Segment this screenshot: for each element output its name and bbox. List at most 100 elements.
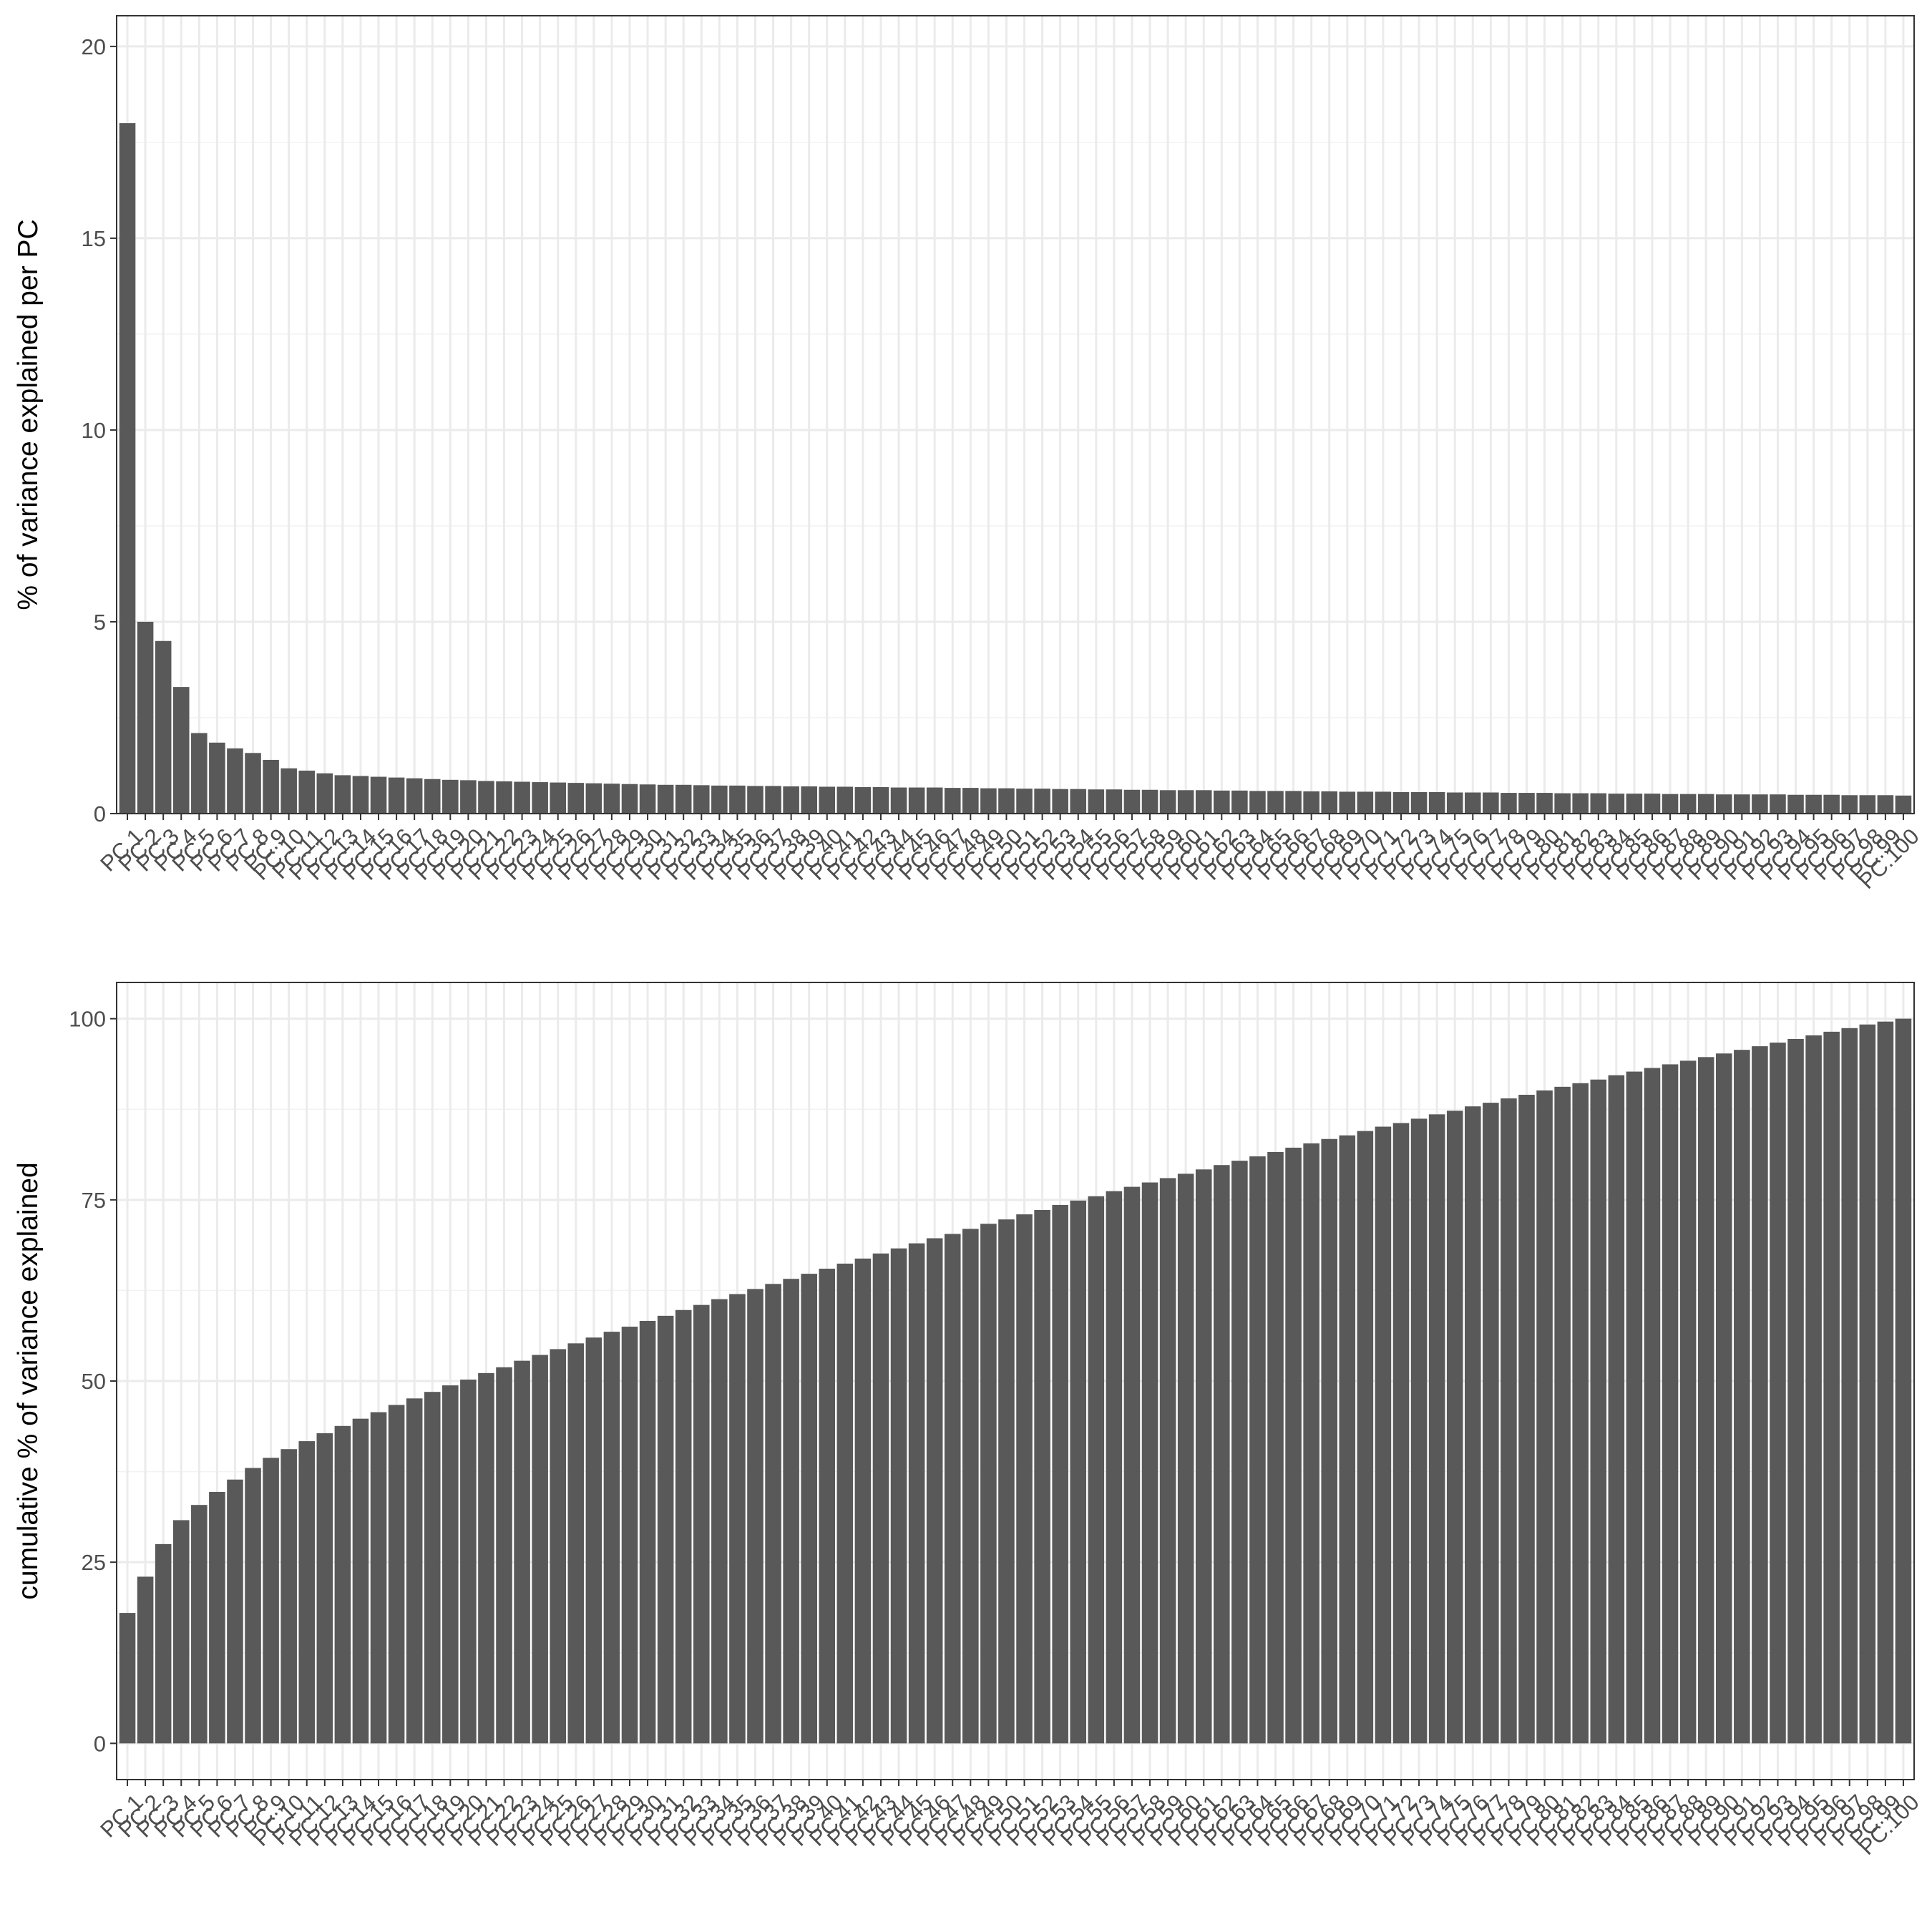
- bar-PC.46: [926, 1238, 943, 1744]
- bar-PC.35: [729, 785, 746, 814]
- bar-PC.91: [1734, 794, 1750, 814]
- bar-PC.96: [1823, 1031, 1840, 1744]
- bar-PC.9: [263, 759, 279, 814]
- bar-PC.58: [1141, 789, 1158, 814]
- bar-PC.68: [1321, 791, 1338, 814]
- bar-PC.72: [1392, 1123, 1410, 1744]
- cumulative-variance-chart: 0 25 50 75 100 cumulative % of variance expla…: [13, 982, 1924, 1860]
- y-tick-label: 100: [69, 1007, 106, 1032]
- bar-PC.25: [550, 782, 566, 814]
- bar-PC.43: [872, 1253, 889, 1744]
- bar-PC.36: [747, 1289, 763, 1744]
- bar-PC.97: [1841, 795, 1858, 814]
- bar-PC.27: [585, 783, 602, 814]
- bar-PC.36: [747, 786, 763, 814]
- bar-PC.98: [1859, 1024, 1876, 1744]
- bar-PC.95: [1805, 794, 1822, 814]
- bar-PC.75: [1446, 1111, 1463, 1744]
- y-tick-label: 10: [82, 418, 106, 443]
- bar-PC.52: [1034, 789, 1050, 814]
- bar-PC.58: [1141, 1182, 1158, 1744]
- bar-PC.37: [765, 1284, 781, 1744]
- bar-PC.38: [783, 786, 799, 814]
- bar-PC.5: [191, 1505, 208, 1744]
- bar-PC.18: [424, 1392, 441, 1744]
- bar-PC.100: [1895, 795, 1912, 814]
- bar-PC.12: [316, 1433, 333, 1744]
- bar-PC.7: [227, 1479, 243, 1744]
- bar-PC.68: [1321, 1138, 1338, 1744]
- bar-PC.15: [370, 1412, 387, 1744]
- bar-PC.18: [424, 779, 441, 814]
- bar-PC.79: [1518, 793, 1535, 814]
- bar-PC.66: [1285, 791, 1302, 814]
- bar-PC.47: [944, 1234, 961, 1744]
- bar-PC.19: [442, 779, 459, 814]
- bar-PC.69: [1339, 1135, 1356, 1744]
- bar-PC.24: [532, 782, 548, 814]
- bar-PC.74: [1428, 1114, 1445, 1744]
- bar-PC.65: [1267, 791, 1284, 814]
- bar-PC.92: [1752, 1046, 1768, 1744]
- bar-PC.94: [1787, 1038, 1804, 1744]
- bar-PC.48: [962, 1229, 979, 1744]
- bar-PC.80: [1536, 793, 1553, 814]
- bar-PC.76: [1465, 792, 1481, 814]
- bar-PC.2: [137, 1576, 154, 1744]
- bar-PC.49: [980, 788, 997, 814]
- bar-PC.54: [1070, 1200, 1087, 1744]
- gridlines: [117, 16, 1914, 815]
- plot-background: [117, 16, 1914, 814]
- bar-PC.84: [1608, 794, 1625, 814]
- bar-PC.95: [1805, 1035, 1822, 1744]
- y-axis-title: % of variance explained per PC: [13, 219, 44, 610]
- bar-PC.6: [209, 1491, 225, 1744]
- bar-PC.8: [245, 1468, 261, 1744]
- bar-PC.22: [496, 1367, 512, 1744]
- bar-PC.85: [1626, 1071, 1643, 1744]
- bars: [119, 123, 1912, 814]
- bar-PC.32: [675, 784, 692, 814]
- bar-PC.52: [1034, 1209, 1050, 1744]
- bar-PC.24: [532, 1355, 548, 1744]
- bar-PC.42: [854, 787, 872, 814]
- bar-PC.41: [836, 786, 854, 814]
- bar-PC.4: [172, 1520, 190, 1744]
- bar-PC.21: [478, 1372, 494, 1744]
- bar-PC.72: [1392, 791, 1410, 814]
- bar-PC.45: [908, 787, 925, 814]
- bar-PC.90: [1715, 1053, 1732, 1744]
- bar-PC.5: [191, 733, 208, 814]
- bar-PC.40: [819, 786, 836, 814]
- bar-PC.85: [1626, 794, 1643, 814]
- bar-PC.26: [567, 1343, 585, 1744]
- bar-PC.8: [245, 753, 261, 814]
- bar-PC.89: [1697, 1057, 1714, 1744]
- bar-PC.39: [801, 1274, 817, 1744]
- bar-PC.97: [1841, 1028, 1858, 1744]
- bar-PC.73: [1410, 791, 1428, 814]
- bar-PC.51: [1016, 789, 1033, 814]
- x-axis: PC.1PC.2PC.3PC.4PC.5PC.6PC.7PC.8PC.9PC.1…: [95, 1780, 1924, 1860]
- bar-PC.16: [388, 1405, 405, 1744]
- bar-PC.31: [657, 1315, 674, 1744]
- bar-PC.48: [962, 788, 979, 814]
- bar-PC.43: [872, 787, 889, 814]
- bar-PC.76: [1465, 1106, 1481, 1744]
- y-tick-label: 15: [82, 226, 106, 251]
- y-tick-label: 0: [94, 801, 106, 826]
- bar-PC.2: [137, 621, 154, 814]
- bar-PC.14: [352, 776, 369, 814]
- bar-PC.1: [119, 123, 136, 814]
- bar-PC.67: [1303, 1143, 1319, 1744]
- bar-PC.41: [836, 1263, 854, 1744]
- bar-PC.50: [998, 788, 1015, 814]
- bar-PC.86: [1644, 1068, 1661, 1744]
- bar-PC.21: [478, 781, 494, 814]
- y-axis-title: cumulative % of variance explained: [13, 1162, 44, 1599]
- bar-PC.34: [711, 785, 728, 814]
- bar-PC.87: [1662, 1064, 1679, 1744]
- bar-PC.9: [263, 1458, 279, 1744]
- bar-PC.59: [1159, 790, 1176, 814]
- bar-PC.53: [1052, 1204, 1068, 1744]
